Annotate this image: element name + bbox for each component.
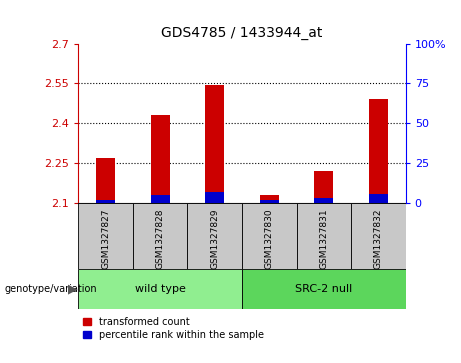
Bar xyxy=(314,171,333,203)
Text: GSM1327830: GSM1327830 xyxy=(265,208,274,269)
Bar xyxy=(96,200,115,203)
Bar xyxy=(78,269,242,309)
Bar xyxy=(369,194,388,203)
Bar xyxy=(188,203,242,269)
Text: SRC-2 null: SRC-2 null xyxy=(295,284,353,294)
Bar xyxy=(260,195,279,203)
Bar xyxy=(242,269,406,309)
Title: GDS4785 / 1433944_at: GDS4785 / 1433944_at xyxy=(161,26,323,40)
Bar xyxy=(351,203,406,269)
Text: GSM1327831: GSM1327831 xyxy=(319,208,328,269)
Text: GSM1327829: GSM1327829 xyxy=(210,208,219,269)
Bar xyxy=(242,203,296,269)
Bar xyxy=(296,203,351,269)
Text: GSM1327832: GSM1327832 xyxy=(374,208,383,269)
Text: genotype/variation: genotype/variation xyxy=(5,284,97,294)
Text: GSM1327828: GSM1327828 xyxy=(156,208,165,269)
Bar xyxy=(151,195,170,203)
Bar xyxy=(205,192,225,203)
Text: wild type: wild type xyxy=(135,284,186,294)
Bar xyxy=(133,203,188,269)
Bar xyxy=(369,99,388,203)
Bar xyxy=(205,85,225,203)
Bar xyxy=(314,199,333,203)
Legend: transformed count, percentile rank within the sample: transformed count, percentile rank withi… xyxy=(83,317,264,340)
Text: ▶: ▶ xyxy=(68,282,78,295)
Text: GSM1327827: GSM1327827 xyxy=(101,208,110,269)
Bar xyxy=(96,158,115,203)
Bar xyxy=(260,200,279,203)
Bar xyxy=(151,115,170,203)
Bar xyxy=(78,203,133,269)
